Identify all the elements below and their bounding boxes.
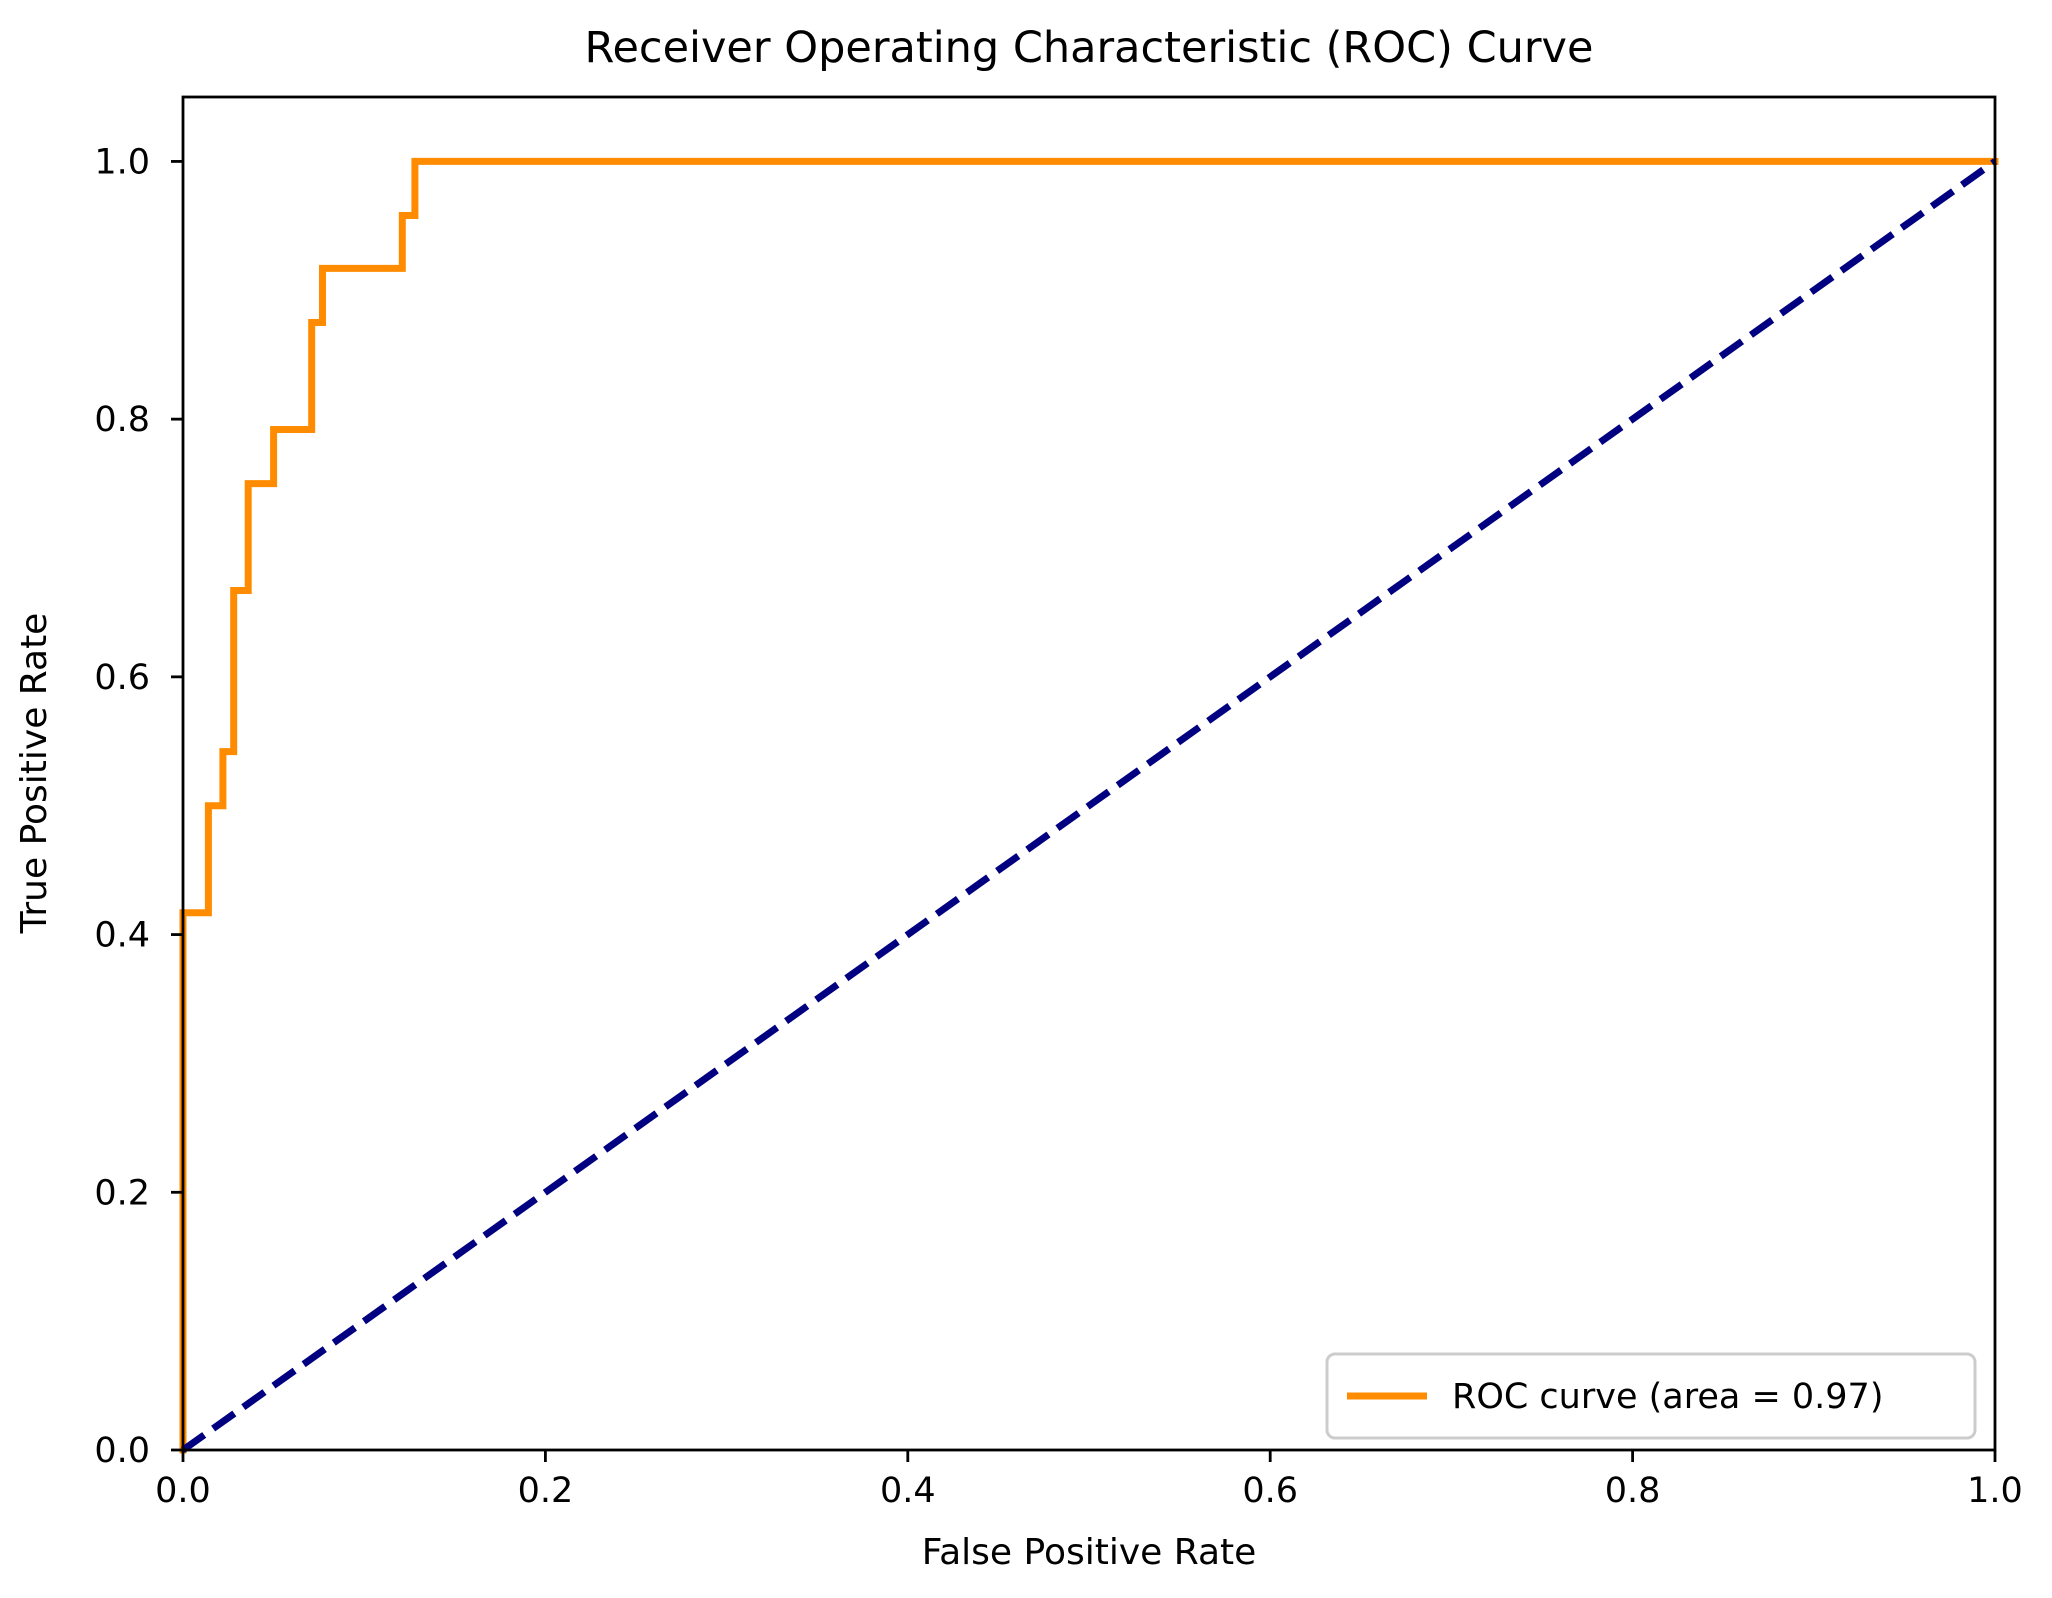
plot-area: [181, 95, 1997, 1452]
y-tick-label: 0.4: [94, 916, 150, 956]
x-tick-label: 0.4: [880, 1471, 936, 1511]
x-tick-label: 0.8: [1605, 1471, 1661, 1511]
series-group: [179, 157, 1999, 1454]
x-tick-label: 1.0: [1967, 1471, 2023, 1511]
x-axis-label: False Positive Rate: [922, 1532, 1257, 1573]
y-tick-label: 1.0: [94, 142, 150, 182]
legend: ROC curve (area = 0.97): [1325, 1352, 1977, 1440]
y-tick-label: 0.6: [94, 658, 150, 698]
x-axis-ticks: 0.0 0.2 0.4 0.6 0.8 1.0: [155, 1450, 2023, 1511]
chance-diagonal-line: [180, 158, 1998, 1453]
roc-curve-line: [179, 157, 1999, 1454]
chart-title: Receiver Operating Characteristic (ROC) …: [585, 23, 1594, 73]
x-tick-label: 0.6: [1242, 1471, 1298, 1511]
y-tick-label: 0.0: [94, 1431, 150, 1471]
legend-label: ROC curve (area = 0.97): [1452, 1377, 1883, 1417]
legend-box: [1325, 1352, 1977, 1440]
y-tick-label: 0.2: [94, 1173, 150, 1213]
y-axis-label: True Positive Rate: [14, 613, 55, 935]
x-tick-label: 0.0: [155, 1471, 211, 1511]
y-axis-ticks: 0.0 0.2 0.4 0.6 0.8 1.0: [94, 142, 183, 1471]
x-tick-label: 0.2: [518, 1471, 574, 1511]
y-tick-label: 0.8: [94, 400, 150, 440]
